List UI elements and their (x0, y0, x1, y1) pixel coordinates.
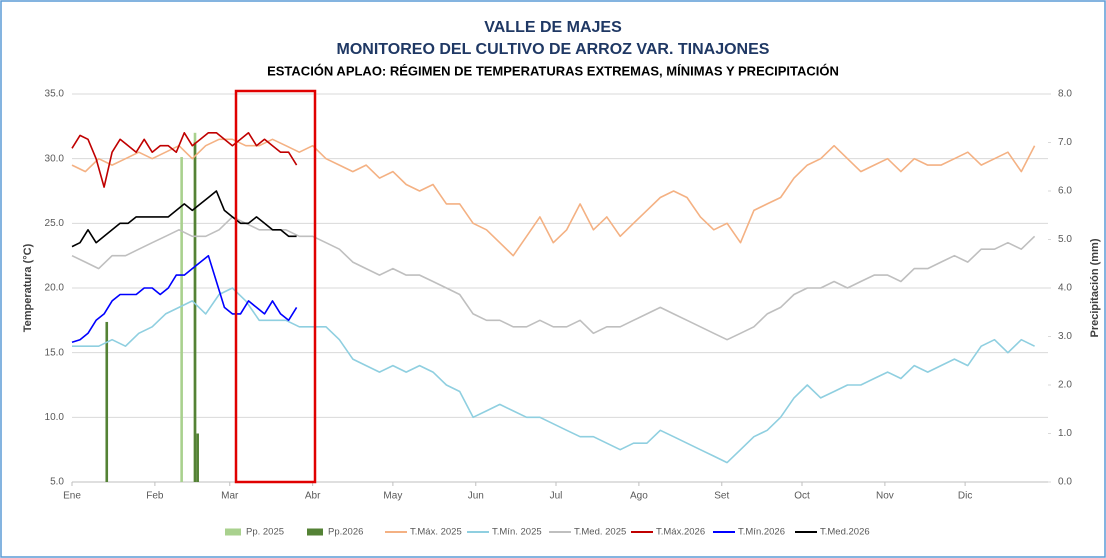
x-tick-label: Dic (958, 491, 972, 502)
legend-label: T.Mín.2026 (738, 527, 785, 538)
legend-label: Pp.2026 (328, 527, 363, 538)
legend-label: T.Máx. 2025 (410, 527, 462, 538)
line (72, 287, 1035, 464)
line (71, 190, 297, 248)
y2-tick-label: 1.0 (1058, 428, 1072, 439)
y-tick-label: 15.0 (45, 347, 65, 358)
y-tick-label: 35.0 (45, 89, 65, 100)
x-tick-label: Jun (468, 491, 484, 502)
x-tick-label: Jul (550, 491, 563, 502)
x-tick-label: May (383, 491, 402, 502)
legend-swatch (307, 528, 323, 536)
y2-tick-label: 4.0 (1058, 283, 1072, 294)
legend-label: T.Máx.2026 (656, 527, 705, 538)
x-tick-label: Nov (876, 491, 894, 502)
legend-label: T.Mín. 2025 (492, 527, 542, 538)
y2-axis-label: Precipitación (mm) (1089, 238, 1101, 337)
legend-label: T.Med.2026 (820, 527, 870, 538)
x-tick-label: Feb (146, 491, 164, 502)
x-tick-label: Ago (630, 491, 648, 502)
x-tick-label: Abr (305, 491, 321, 502)
line (71, 132, 298, 188)
bar (180, 157, 183, 483)
bar (105, 321, 109, 482)
y2-tick-label: 0.0 (1058, 477, 1072, 488)
y-tick-label: 5.0 (50, 477, 64, 488)
y-tick-label: 25.0 (45, 218, 65, 229)
line (71, 254, 298, 344)
x-tick-label: Mar (221, 491, 239, 502)
chart-title: VALLE DE MAJES (484, 19, 622, 36)
x-tick-label: Set (714, 491, 729, 502)
plot-area: 5.0 10.0 15.0 20.0 25.0 30.0 35.0 0.0 1.0 2.0 3.0 4… (45, 89, 1073, 502)
legend-label: Pp. 2025 (246, 527, 284, 538)
chart-subtitle: ESTACIÓN APLAO: RÉGIMEN DE TEMPERATURAS … (267, 63, 839, 78)
legend-swatch (225, 528, 241, 536)
x-tick-label: Ene (63, 491, 81, 502)
y-axis-label: Temperatura (°C) (22, 243, 34, 332)
y2-tick-label: 7.0 (1058, 137, 1072, 148)
line (71, 138, 1036, 257)
bar (193, 142, 197, 482)
y2-tick-label: 8.0 (1058, 89, 1072, 100)
x-tick-label: Oct (794, 491, 810, 502)
bar (196, 433, 199, 482)
legend-label: T.Med. 2025 (574, 527, 626, 538)
y2-tick-label: 2.0 (1058, 380, 1072, 391)
y2-tick-label: 5.0 (1058, 234, 1072, 245)
y-tick-label: 30.0 (45, 153, 65, 164)
y-tick-label: 20.0 (45, 283, 65, 294)
y-tick-label: 10.0 (45, 412, 65, 423)
y2-tick-label: 6.0 (1058, 186, 1072, 197)
chart-subtitle: MONITOREO DEL CULTIVO DE ARROZ VAR. TINA… (337, 41, 770, 58)
y2-tick-label: 3.0 (1058, 331, 1072, 342)
highlight-box (234, 89, 317, 484)
